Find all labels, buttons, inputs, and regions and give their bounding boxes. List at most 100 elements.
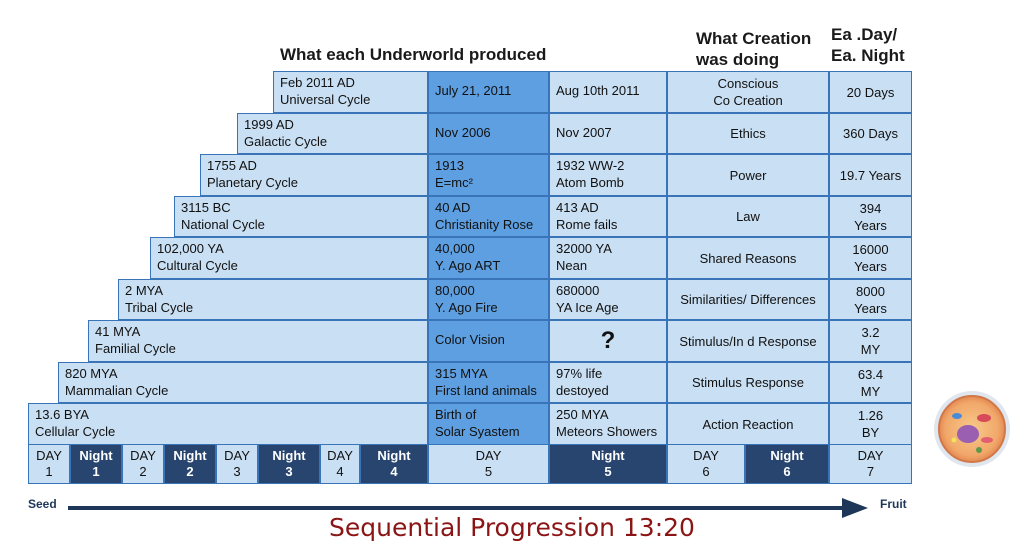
creation-cell: Law [667, 196, 829, 237]
creation-cell: Action Reaction [667, 403, 829, 445]
event-cell-2-line: 1932 WW-2 [556, 158, 625, 173]
duration-cell-line: Years [854, 259, 887, 274]
cycle-cell: 820 MYA Mammalian Cycle [58, 362, 428, 403]
night-number: 2 [186, 464, 194, 479]
event-cell-2: 680000 YA Ice Age [549, 279, 667, 320]
duration-cell: 19.7 Years [829, 154, 912, 196]
cycle-cell: 102,000 YA Cultural Cycle [150, 237, 428, 279]
diagram-title: Sequential Progression 13:20 [329, 513, 695, 542]
event-cell-line: 40 AD [435, 200, 471, 215]
night-number: 3 [285, 464, 293, 479]
cycle-cell-line: Cultural Cycle [157, 258, 238, 273]
event-cell-2-line: Atom Bomb [556, 175, 624, 190]
day-cell-2: DAY 2 [122, 444, 164, 484]
night-number: 1 [92, 464, 100, 479]
cycle-cell: 3115 BC National Cycle [174, 196, 428, 237]
duration-cell-line: Years [854, 300, 887, 316]
creation-cell-line: Law [736, 209, 760, 224]
day-number: 3 [233, 464, 241, 479]
event-cell-2-line: YA Ice Age [556, 300, 619, 315]
day-number: 6 [702, 464, 710, 479]
duration-cell: 8000 Years [829, 279, 912, 320]
duration-cell: 394 Years [829, 196, 912, 237]
day-label: DAY [130, 448, 156, 463]
event-cell-2: 413 AD Rome fails [549, 196, 667, 237]
seed-label: Seed [28, 497, 57, 511]
day-label: DAY [857, 448, 884, 463]
event-cell-2: Nov 2007 [549, 113, 667, 154]
night-label: Night [79, 448, 113, 463]
cycle-cell-line: 102,000 YA [157, 241, 224, 256]
day-label: DAY [224, 448, 250, 463]
event-cell-2-line: ? [600, 327, 616, 354]
event-cell-line: Y. Ago Fire [435, 300, 498, 315]
event-cell-line: 1913 [435, 158, 464, 173]
duration-cell: 20 Days [829, 71, 912, 113]
day-number: 2 [139, 464, 147, 479]
creation-cell-line: Stimulus Response [692, 375, 804, 390]
day-cell-6: DAY 6 [667, 444, 745, 484]
day-cell-7: DAY 7 [829, 444, 912, 484]
night-label: Night [770, 448, 804, 463]
night-cell-4: Night 4 [360, 444, 428, 484]
creation-cell-line: Stimulus/In d Response [679, 333, 817, 349]
creation-cell: Stimulus/In d Response [667, 320, 829, 362]
event-cell-2: ? [549, 320, 667, 362]
cycle-cell: 13.6 BYA Cellular Cycle [28, 403, 428, 445]
night-number: 6 [783, 464, 791, 479]
cycle-cell: 2 MYA Tribal Cycle [118, 279, 428, 320]
event-cell-line: Y. Ago ART [435, 258, 501, 273]
day-number: 5 [484, 464, 493, 479]
event-cell: Color Vision [428, 320, 549, 362]
event-cell-line: Birth of [435, 407, 477, 422]
day-cell-5: DAY 5 [428, 444, 549, 484]
event-cell-2: 97% life destoyed [549, 362, 667, 403]
event-cell-line: July 21, 2011 [435, 83, 512, 98]
duration-cell-line: MY [860, 342, 881, 357]
event-cell-line: 80,000 [435, 283, 475, 298]
event-cell-line: 40,000 [435, 241, 475, 256]
day-cell-4: DAY 4 [320, 444, 360, 484]
duration-cell-line: Years [854, 217, 887, 233]
cycle-cell-line: Cellular Cycle [35, 424, 116, 439]
progression-arrow-line [68, 506, 843, 510]
event-cell-line: Color Vision [435, 332, 505, 347]
creation-cell-line: Conscious [717, 76, 779, 91]
night-cell-3: Night 3 [258, 444, 320, 484]
event-cell-2-line: Nov 2007 [556, 125, 612, 140]
biological-cell-icon [934, 391, 1010, 467]
duration-cell-line: MY [860, 383, 881, 399]
night-label: Night [173, 448, 207, 463]
duration-cell-line: 19.7 Years [839, 167, 902, 183]
day-cell-1: DAY 1 [28, 444, 70, 484]
duration-cell: 3.2 MY [829, 320, 912, 362]
night-cell-2: Night 2 [164, 444, 216, 484]
duration-cell-line: 1.26 [857, 408, 884, 423]
duration-cell: 360 Days [829, 113, 912, 154]
event-cell-2-line: 680000 [556, 283, 600, 298]
night-number: 4 [390, 464, 398, 479]
creation-cell-line: Shared Reasons [699, 250, 797, 266]
cycle-cell-line: 13.6 BYA [35, 407, 89, 422]
creation-cell-line: Co Creation [713, 93, 783, 108]
event-cell: Nov 2006 [428, 113, 549, 154]
event-cell-2-line: Meteors Showers [556, 424, 658, 439]
event-cell: 40,000 Y. Ago ART [428, 237, 549, 279]
event-cell-line: Nov 2006 [435, 125, 491, 140]
night-label: Night [591, 448, 625, 463]
cycle-cell: 1755 AD Planetary Cycle [200, 154, 428, 196]
creation-cell: Ethics [667, 113, 829, 154]
event-cell-2-line: 97% life [556, 366, 603, 381]
creation-cell: Power [667, 154, 829, 196]
cycle-cell: Feb 2011 AD Universal Cycle [273, 71, 428, 113]
duration-cell-line: 16000 [852, 242, 889, 257]
cycle-cell-line: Galactic Cycle [244, 134, 328, 149]
cycle-cell-line: Mammalian Cycle [65, 383, 169, 398]
cycle-cell-line: 41 MYA [95, 324, 141, 339]
event-cell-line: Christianity Rose [435, 217, 534, 232]
event-cell-2-line: 250 MYA [556, 407, 609, 422]
event-cell-line: Solar Syastem [435, 424, 520, 439]
duration-cell-line: BY [861, 425, 880, 440]
cycle-cell-line: Familial Cycle [95, 341, 176, 356]
duration-cell-line: 360 Days [843, 126, 898, 141]
